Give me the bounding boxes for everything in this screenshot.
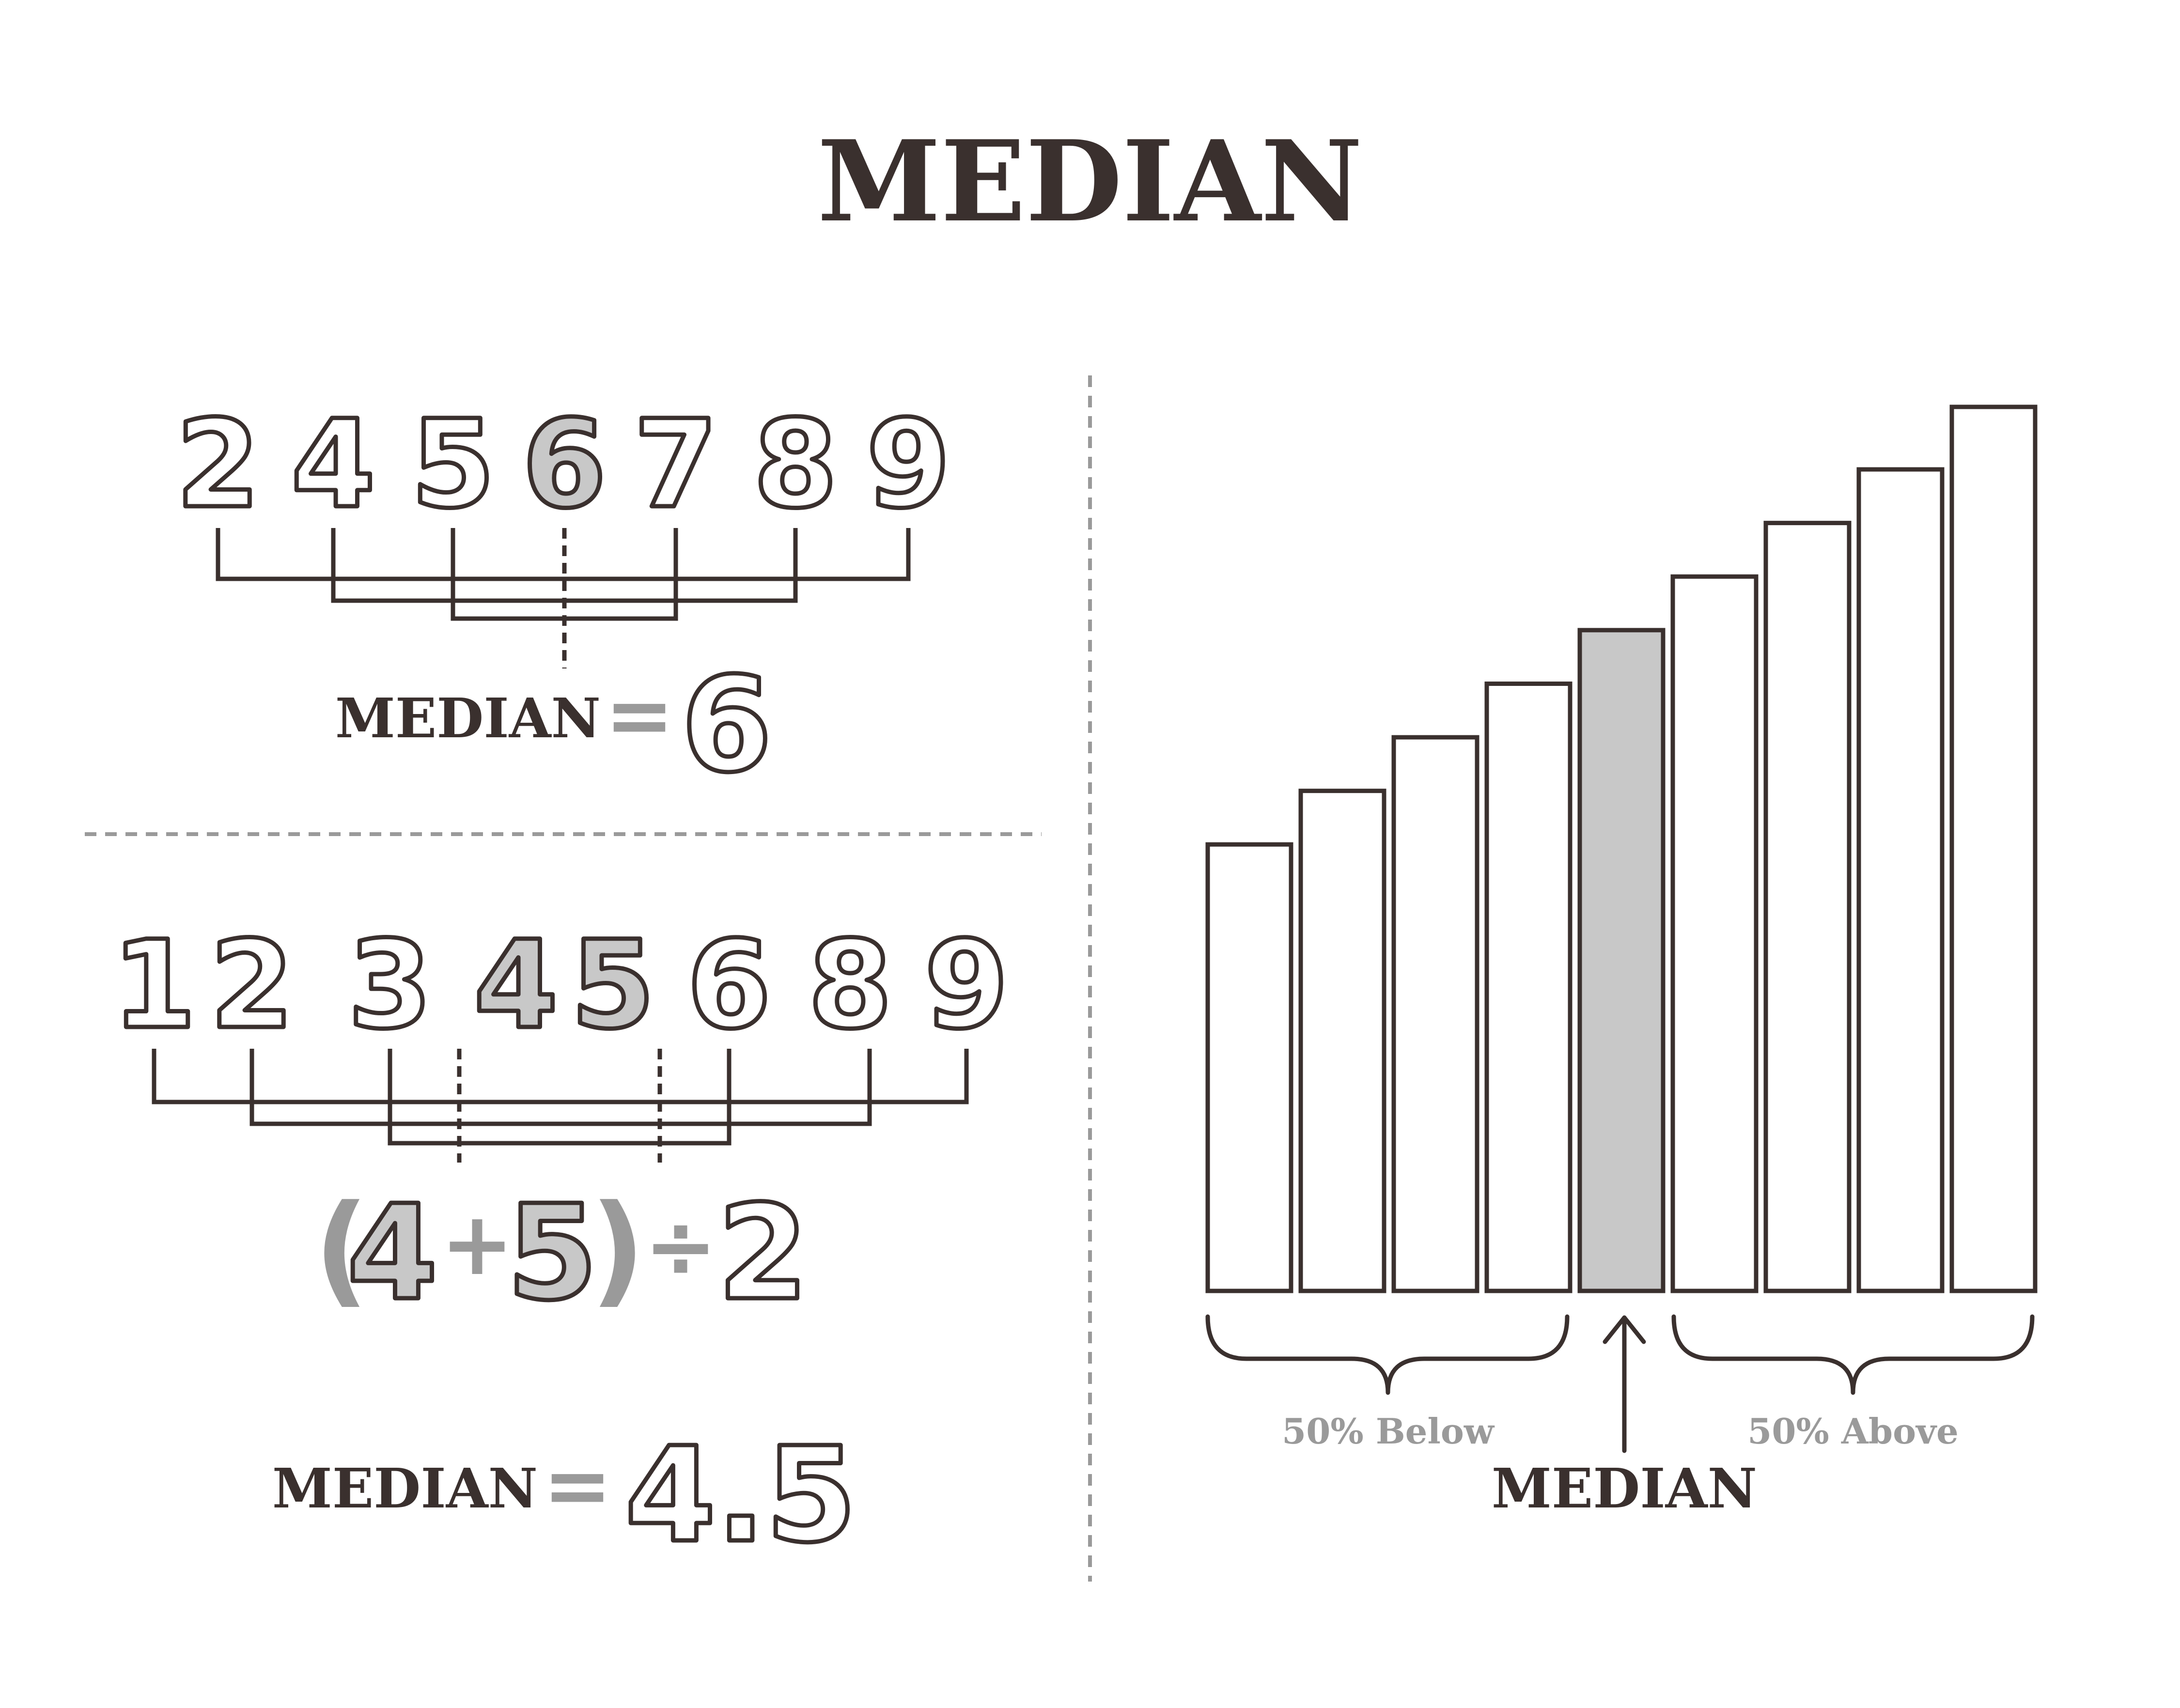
formula-operand-a: 4 — [347, 1177, 438, 1329]
formula-close-paren: ) — [590, 1179, 645, 1320]
even-median-label: MEDIAN — [272, 1457, 538, 1521]
below-brace — [1205, 1314, 1570, 1395]
above-brace — [1671, 1314, 2035, 1395]
odd-median-label: MEDIAN — [335, 687, 601, 750]
bar-0 — [1205, 842, 1293, 1293]
even-number-2: 3 — [348, 915, 432, 1056]
bar-7 — [1856, 467, 1945, 1293]
bar-3 — [1484, 681, 1573, 1293]
odd-number-4: 7 — [634, 394, 718, 535]
even-pairing-brackets — [152, 1049, 969, 1163]
odd-pairing-brackets — [216, 528, 911, 668]
bar-median-label: MEDIAN — [1492, 1457, 1757, 1521]
odd-number-6: 9 — [866, 394, 950, 535]
below-label: 50% Below — [1282, 1411, 1495, 1452]
median-arrow — [1603, 1315, 1646, 1453]
even-number-0: 1 — [112, 915, 196, 1056]
bar-6 — [1763, 521, 1852, 1293]
median-bar — [1577, 628, 1666, 1293]
formula-divide-sign: ÷ — [644, 1196, 717, 1297]
even-number-3: 4 — [474, 915, 558, 1056]
odd-number-0: 2 — [176, 394, 260, 535]
odd-equals-sign: = — [605, 668, 674, 763]
odd-number-2: 5 — [411, 394, 495, 535]
formula-operand-b: 5 — [507, 1177, 598, 1329]
page-title: MEDIAN — [817, 116, 1363, 247]
even-number-7: 9 — [924, 915, 1009, 1056]
bar-5 — [1670, 574, 1759, 1293]
above-label: 50% Above — [1747, 1411, 1959, 1452]
even-median-value: 4.5 — [625, 1419, 856, 1571]
even-number-6: 8 — [808, 915, 892, 1056]
formula-divisor: 2 — [717, 1177, 809, 1329]
median-bar-chart: 50% Below 50% Above MEDIAN — [1205, 404, 2038, 1521]
even-number-4: 5 — [571, 915, 655, 1056]
odd-median-value: 6 — [681, 649, 772, 801]
bar-8 — [1949, 404, 2038, 1293]
odd-number-5: 8 — [753, 394, 838, 535]
bar-1 — [1298, 789, 1386, 1293]
even-number-5: 6 — [687, 915, 771, 1056]
even-number-1: 2 — [210, 915, 294, 1056]
average-formula: ( 4 + 5 ) ÷ 2 — [314, 1175, 811, 1332]
formula-open-paren: ( — [314, 1179, 369, 1320]
bar-group — [1205, 404, 2038, 1293]
bar-2 — [1391, 735, 1479, 1293]
formula-plus-sign: + — [441, 1194, 514, 1295]
odd-number-1: 4 — [291, 394, 375, 535]
odd-number-3: 6 — [522, 394, 607, 535]
even-equals-sign: = — [543, 1438, 612, 1534]
